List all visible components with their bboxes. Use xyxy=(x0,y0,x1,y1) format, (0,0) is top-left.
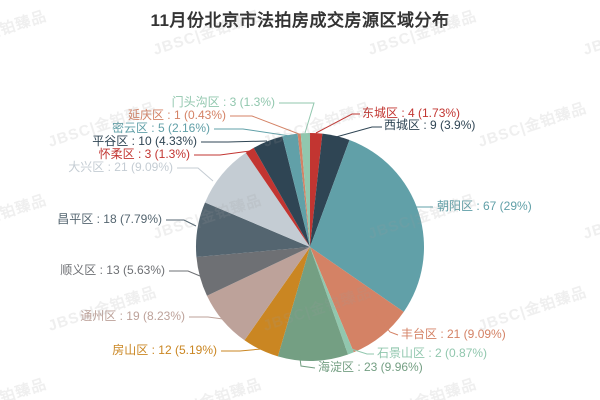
pie-slice-顺义区[interactable] xyxy=(196,247,310,296)
pie-slice-labels: 东城区 : 4 (1.73%)西城区 : 9 (3.9%) 朝阳区 : 67 (2… xyxy=(57,94,531,374)
pie-slice-大兴区[interactable] xyxy=(205,152,310,247)
pie-slice-石景山区[interactable] xyxy=(310,247,354,355)
pie-label-门头沟区: 门头沟区 : 3 (1.3%) xyxy=(172,94,275,109)
leader-line-西城区 xyxy=(335,126,382,138)
leader-line-密云区 xyxy=(214,128,291,137)
leader-line-顺义区 xyxy=(169,270,201,277)
pie-label-丰台区: 丰台区 : 21 (9.09%) xyxy=(401,326,506,341)
pie-slice-门头沟区[interactable] xyxy=(300,133,310,247)
pie-label-大兴区: 大兴区 : 21 (9.09%) xyxy=(68,160,173,174)
pie-slices xyxy=(196,132,425,361)
pie-label-平谷区: 平谷区 : 10 (4.33%) xyxy=(92,134,197,148)
pie-label-西城区: 西城区 : 9 (3.9%) xyxy=(384,118,475,132)
leader-line-石景山区 xyxy=(344,346,374,355)
pie-label-密云区: 密云区 : 5 (2.16%) xyxy=(112,120,210,135)
pie-label-石景山区: 石景山区 : 2 (0.87%) xyxy=(377,346,487,360)
pie-slice-密云区[interactable] xyxy=(282,133,310,247)
pie-label-东城区: 东城区 : 4 (1.73%) xyxy=(362,106,460,120)
pie-slice-延庆区[interactable] xyxy=(297,133,310,247)
leader-line-昌平区 xyxy=(166,219,197,227)
pie-slice-昌平区[interactable] xyxy=(196,202,310,258)
pie-label-海淀区: 海淀区 : 23 (9.96%) xyxy=(318,359,423,374)
pie-slice-丰台区[interactable] xyxy=(310,247,404,353)
leader-line-房山区 xyxy=(221,348,262,352)
pie-slice-通州区[interactable] xyxy=(206,247,310,341)
pie-label-怀柔区: 怀柔区 : 3 (1.3%) xyxy=(99,147,190,161)
pie-slice-怀柔区[interactable] xyxy=(245,147,310,247)
leader-line-怀柔区 xyxy=(194,150,251,156)
pie-label-顺义区: 顺义区 : 13 (5.63%) xyxy=(60,263,165,277)
leader-line-平谷区 xyxy=(201,140,268,143)
label-leader-lines xyxy=(166,102,433,369)
leader-line-丰台区 xyxy=(375,313,399,336)
pie-label-通州区: 通州区 : 19 (8.23%) xyxy=(80,309,185,323)
pie-slice-西城区[interactable] xyxy=(310,133,350,247)
leader-line-门头沟区 xyxy=(279,102,315,134)
pie-slice-东城区[interactable] xyxy=(310,132,323,247)
pie-slice-房山区[interactable] xyxy=(244,247,310,357)
leader-line-东城区 xyxy=(315,113,360,134)
pie-slice-朝阳区[interactable] xyxy=(310,140,425,312)
leader-line-大兴区 xyxy=(177,167,214,182)
pie-slice-海淀区[interactable] xyxy=(277,247,349,361)
leader-line-通州区 xyxy=(189,316,224,320)
pie-label-延庆区: 延庆区 : 1 (0.43%) xyxy=(128,108,226,122)
leader-line-海淀区 xyxy=(298,350,316,369)
leader-line-延庆区 xyxy=(230,115,300,135)
pie-label-昌平区: 昌平区 : 18 (7.79%) xyxy=(57,212,162,226)
chart-title: 11月份北京市法拍房成交房源区域分布 xyxy=(150,11,450,30)
pie-label-朝阳区: 朝阳区 : 67 (29%) xyxy=(437,199,532,213)
pie-slice-平谷区[interactable] xyxy=(253,136,310,247)
pie-label-房山区: 房山区 : 12 (5.19%) xyxy=(112,342,217,357)
